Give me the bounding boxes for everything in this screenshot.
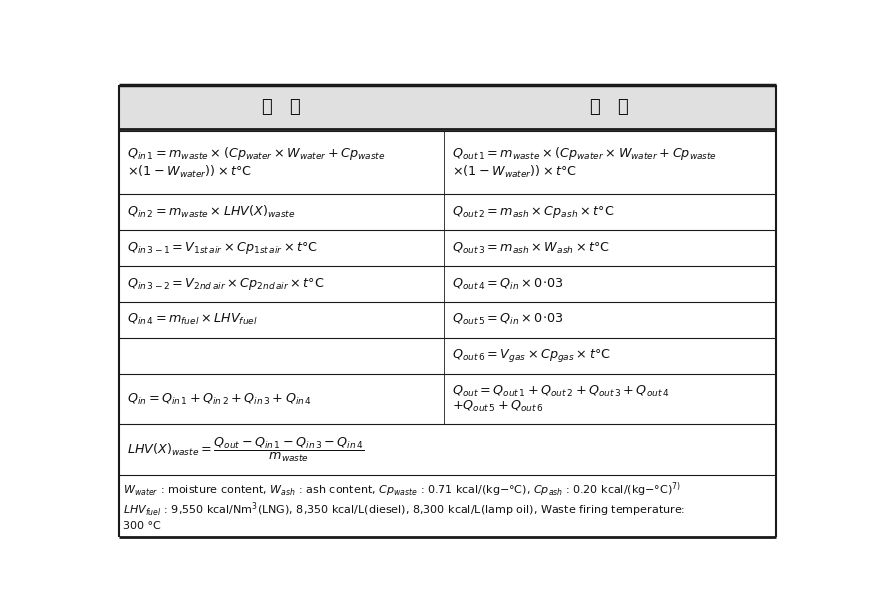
Text: $Q_{in\,4} = m_{fuel} \times LHV_{fuel}$: $Q_{in\,4} = m_{fuel} \times LHV_{fuel}$ [127, 312, 258, 327]
Text: $+ Q_{out\,5} + Q_{out\,6}$: $+ Q_{out\,5} + Q_{out\,6}$ [452, 399, 544, 414]
Text: $Q_{in\,3-1} = V_{1st\,air} \times Cp_{1st\,air} \times t$°C: $Q_{in\,3-1} = V_{1st\,air} \times Cp_{1… [127, 240, 319, 256]
Text: $Q_{out\,2} = m_{ash} \times Cp_{ash} \times t$°C: $Q_{out\,2} = m_{ash} \times Cp_{ash} \t… [452, 204, 615, 221]
Text: $Q_{in\,1} = m_{waste} \times (Cp_{water} \times W_{water} + Cp_{waste}$: $Q_{in\,1} = m_{waste} \times (Cp_{water… [127, 145, 386, 162]
Text: $\times (1 - W_{water})) \times t$°C: $\times (1 - W_{water})) \times t$°C [452, 164, 577, 180]
Text: $Q_{in\,2} = m_{waste} \times LHV(X)_{waste}$: $Q_{in\,2} = m_{waste} \times LHV(X)_{wa… [127, 204, 296, 221]
Text: $\times (1 - W_{water})) \times t$°C: $\times (1 - W_{water})) \times t$°C [127, 164, 252, 180]
Text: $W_{water}$ : moisture content, $W_{ash}$ : ash content, $Cp_{waste}$ : 0.71 kca: $W_{water}$ : moisture content, $W_{ash}… [122, 480, 681, 499]
Text: $Q_{out\,4} = Q_{in} \times 0{\cdot}03$: $Q_{out\,4} = Q_{in} \times 0{\cdot}03$ [452, 276, 563, 291]
Text: $Q_{out\,1} = m_{waste} \times (Cp_{water} \times W_{water} + Cp_{waste}$: $Q_{out\,1} = m_{waste} \times (Cp_{wate… [452, 145, 718, 162]
Text: $Q_{in} = Q_{in\,1} + Q_{in\,2} + Q_{in\,3} + Q_{in\,4}$: $Q_{in} = Q_{in\,1} + Q_{in\,2} + Q_{in\… [127, 392, 313, 406]
Text: $LHV_{fuel}$ : 9,550 kcal/Nm$^{3}$(LNG), 8,350 kcal/L(diesel), 8,300 kcal/L(lamp: $LHV_{fuel}$ : 9,550 kcal/Nm$^{3}$(LNG),… [122, 500, 685, 519]
Text: $Q_{out} = Q_{out\,1} + Q_{out\,2} + Q_{out\,3} + Q_{out\,4}$: $Q_{out} = Q_{out\,1} + Q_{out\,2} + Q_{… [452, 384, 670, 399]
Text: 300 °C: 300 °C [122, 521, 161, 531]
Bar [120, 85, 775, 129]
Text: $LHV(X)_{waste} = \dfrac{Q_{out} - Q_{in\,1} - Q_{in\,3} - Q_{in\,4}}{m_{waste}}: $LHV(X)_{waste} = \dfrac{Q_{out} - Q_{in… [127, 436, 365, 464]
Text: $Q_{in\,3-2} = V_{2nd\,air} \times Cp_{2nd\,air} \times t$°C: $Q_{in\,3-2} = V_{2nd\,air} \times Cp_{2… [127, 276, 325, 292]
Text: $Q_{out\,6} = V_{gas} \times Cp_{gas} \times t$°C: $Q_{out\,6} = V_{gas} \times Cp_{gas} \t… [452, 347, 611, 364]
Text: $Q_{out\,3} = m_{ash} \times W_{ash} \times t$°C: $Q_{out\,3} = m_{ash} \times W_{ash} \ti… [452, 241, 610, 256]
Text: 출   열: 출 열 [590, 98, 629, 116]
Text: 입   열: 입 열 [262, 98, 301, 116]
Text: $Q_{out\,5} = Q_{in} \times 0{\cdot}03$: $Q_{out\,5} = Q_{in} \times 0{\cdot}03$ [452, 312, 563, 327]
